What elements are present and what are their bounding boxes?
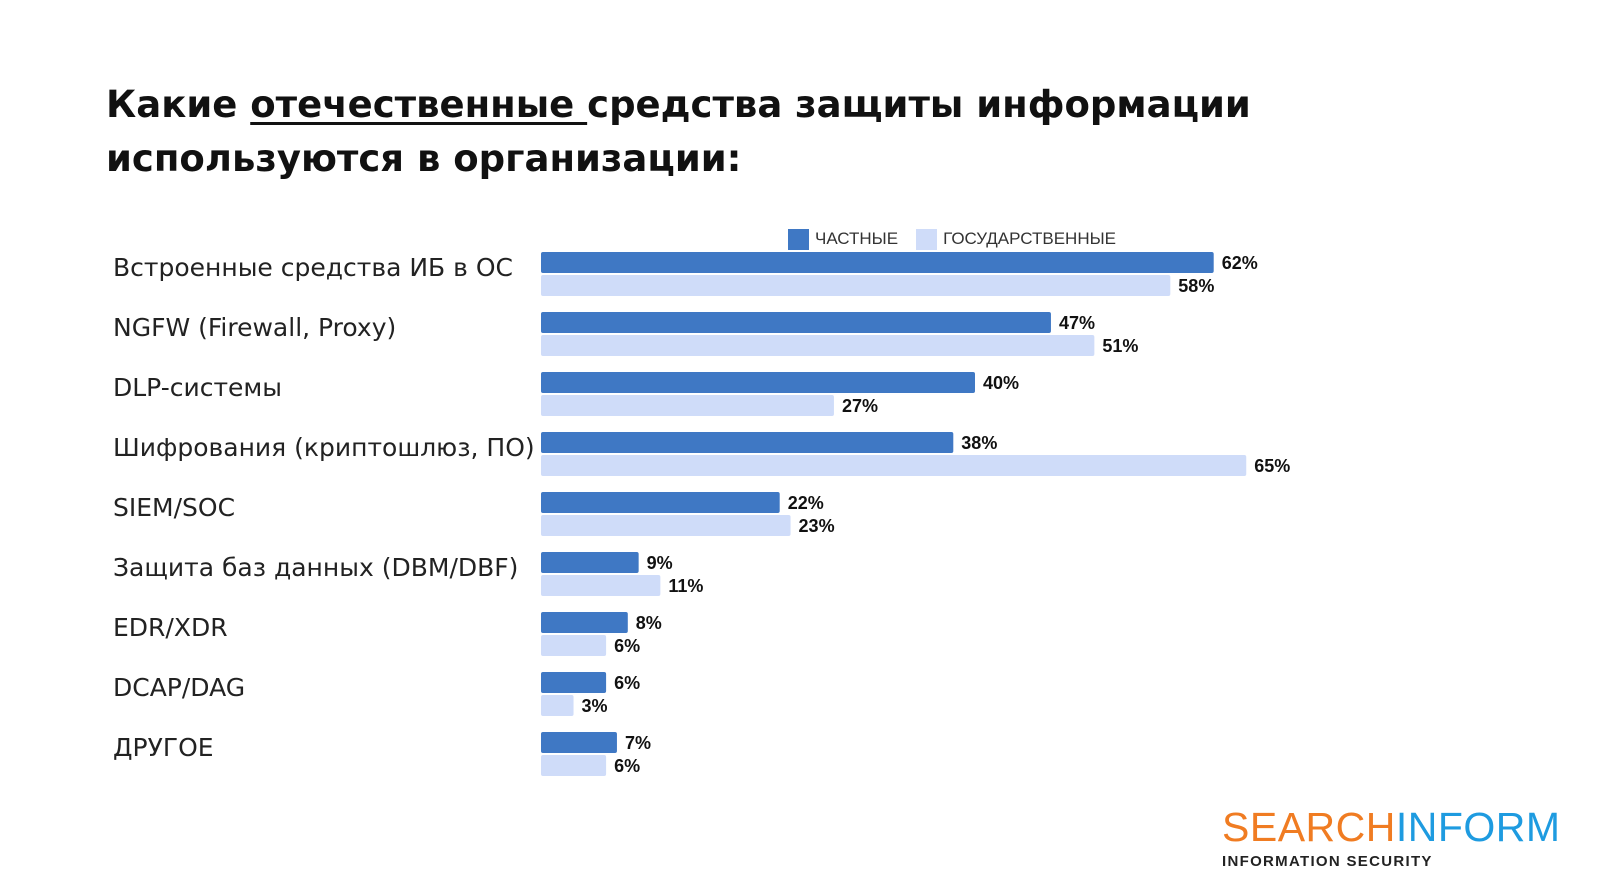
bar-government (541, 575, 661, 596)
data-label-private: 38% (961, 433, 997, 453)
data-label-government: 6% (614, 756, 640, 776)
legend-label-private: ЧАСТНЫЕ (815, 229, 899, 248)
chart-title: Какие отечественные средства защиты инфо… (106, 78, 1306, 186)
bar-private (541, 672, 607, 693)
data-label-government: 11% (668, 576, 703, 596)
bar-private (541, 492, 780, 513)
data-label-private: 8% (636, 613, 662, 633)
legend-label-government: ГОСУДАРСТВЕННЫЕ (943, 229, 1117, 248)
bar-private (541, 612, 628, 633)
bar-government (541, 275, 1171, 296)
bar-government (541, 755, 607, 776)
data-label-private: 9% (647, 553, 673, 573)
title-line2: используются в организации: (106, 137, 742, 180)
legend-item-government: ГОСУДАРСТВЕННЫЕ (916, 228, 1117, 250)
title-part2: средства защиты информации (587, 83, 1251, 126)
category-label: NGFW (Firewall, Proxy) (113, 313, 397, 342)
bar-private (541, 252, 1214, 273)
title-underlined: отечественные (250, 83, 588, 126)
data-label-government: 58% (1178, 276, 1214, 296)
category-label: ДРУГОЕ (113, 733, 214, 762)
bar-government (541, 635, 607, 656)
logo-wordmark: SEARCHINFORM (1222, 805, 1582, 849)
logo-word-blue: INFORM (1395, 804, 1561, 850)
bar-private (541, 372, 975, 393)
category-label: DCAP/DAG (113, 673, 246, 702)
legend-item-private: ЧАСТНЫЕ (788, 228, 899, 250)
data-label-private: 6% (614, 673, 640, 693)
bar-government (541, 335, 1095, 356)
legend-swatch-private (788, 228, 809, 250)
bar-government (541, 395, 834, 416)
bar-private (541, 552, 639, 573)
logo-tagline: INFORMATION SECURITY (1222, 853, 1433, 870)
data-label-private: 40% (983, 373, 1019, 393)
bar-government (541, 695, 574, 716)
category-label: Встроенные средства ИБ в ОС (113, 253, 513, 282)
chart-legend: ЧАСТНЫЕ ГОСУДАРСТВЕННЫЕ (788, 226, 1134, 252)
category-label: Шифрования (криптошлюз, ПО) (113, 433, 535, 462)
data-label-government: 6% (614, 636, 640, 656)
bar-government (541, 515, 791, 536)
data-label-government: 3% (582, 696, 608, 716)
category-label: EDR/XDR (113, 613, 228, 642)
logo-word-orange: SEARCH (1222, 804, 1396, 850)
data-label-government: 27% (842, 396, 878, 416)
searchinform-logo: SEARCHINFORM INFORMATION SECURITY (1222, 805, 1582, 870)
data-label-government: 65% (1254, 456, 1290, 476)
data-label-private: 22% (788, 493, 824, 513)
bar-private (541, 432, 954, 453)
title-part1: Какие (106, 83, 251, 126)
data-label-private: 7% (625, 733, 651, 753)
legend-swatch-government (916, 228, 938, 250)
category-label: SIEM/SOC (113, 493, 236, 522)
category-label: DLP-системы (113, 373, 283, 402)
category-label: Защита баз данных (DBM/DBF) (113, 553, 519, 582)
data-label-government: 51% (1102, 336, 1138, 356)
data-label-government: 23% (799, 516, 835, 536)
data-label-private: 62% (1222, 253, 1258, 273)
bar-government (541, 455, 1247, 476)
data-label-private: 47% (1059, 313, 1095, 333)
bar-private (541, 732, 617, 753)
bar-private (541, 312, 1051, 333)
